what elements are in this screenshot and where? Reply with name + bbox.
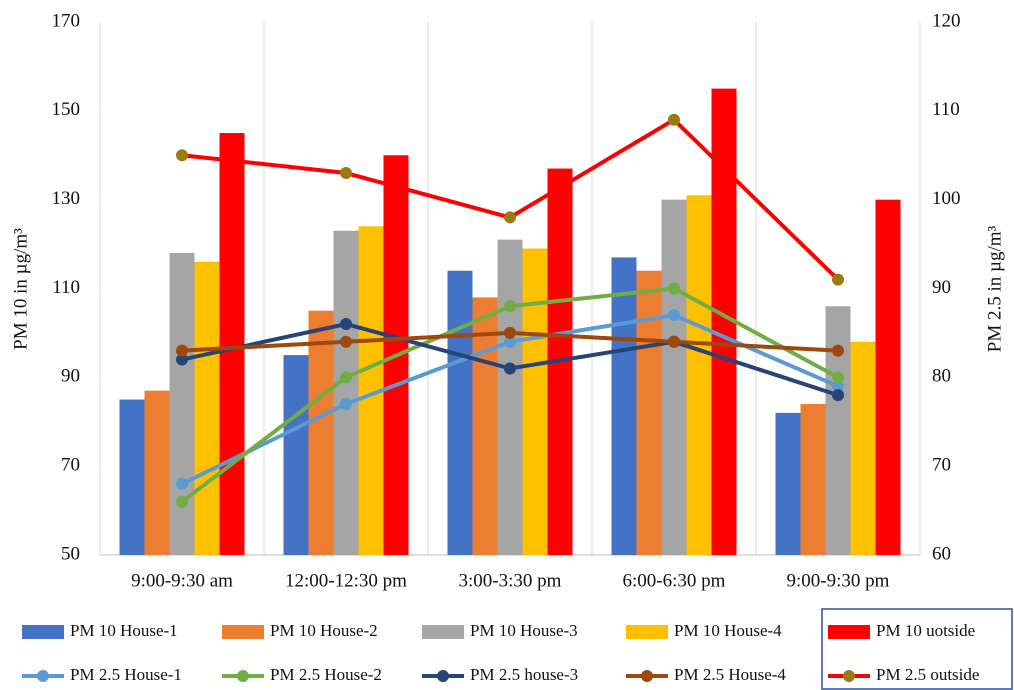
y2-axis-title: PM 2.5 in µg/m³ [984, 225, 1005, 352]
y2-tick-label: 100 [932, 188, 961, 209]
marker [504, 300, 516, 313]
marker [504, 362, 516, 375]
legend-label: PM 10 House-1 [70, 621, 178, 640]
x-tick-label: 9:00-9:30 pm [787, 570, 890, 591]
legend-label: PM 2.5 House-4 [674, 665, 786, 684]
bar [800, 403, 826, 555]
y2-tick-label: 60 [932, 543, 951, 564]
y2-tick-label: 90 [932, 277, 951, 298]
y-tick-label: 50 [61, 543, 80, 564]
marker [176, 495, 188, 508]
marker [832, 389, 844, 402]
marker [176, 353, 188, 366]
bar [636, 270, 662, 555]
marker [668, 282, 680, 295]
bar [144, 390, 170, 555]
bar [875, 199, 901, 555]
bar [661, 199, 687, 555]
marker [340, 371, 352, 384]
marker [176, 344, 188, 357]
legend-swatch [626, 625, 668, 639]
y-tick-label: 130 [52, 188, 81, 209]
bar [447, 270, 473, 555]
x-tick-label: 12:00-12:30 pm [285, 570, 407, 591]
legend-highlight [821, 608, 1013, 690]
marker [668, 335, 680, 348]
legend-label: PM 2.5 outside [876, 665, 979, 684]
bar [219, 133, 245, 555]
bar [194, 261, 220, 555]
y-tick-label: 90 [61, 366, 80, 387]
bar [308, 310, 334, 555]
legend-swatch [222, 625, 264, 639]
y2-tick-label: 70 [932, 455, 951, 476]
y-tick-label: 170 [52, 10, 81, 31]
y2-tick-label: 120 [932, 10, 961, 31]
legend-marker [437, 670, 449, 682]
marker [504, 335, 516, 348]
legend-label: PM 2.5 house-3 [470, 665, 578, 684]
marker [340, 318, 352, 331]
y2-tick-label: 110 [932, 99, 960, 120]
bar [333, 230, 359, 555]
marker [504, 211, 516, 224]
legend-marker [37, 670, 49, 682]
bar [775, 412, 801, 555]
x-tick-label: 6:00-6:30 pm [623, 570, 726, 591]
y-axis-title: PM 10 in µg/m³ [10, 228, 31, 350]
legend-marker [641, 670, 653, 682]
legend-swatch [828, 625, 870, 639]
marker [176, 477, 188, 490]
legend-swatch [22, 625, 64, 639]
marker [668, 113, 680, 126]
marker [176, 149, 188, 162]
marker [340, 335, 352, 348]
bar [825, 306, 851, 555]
marker [832, 380, 844, 393]
legend-label: PM 10 uotside [876, 621, 975, 640]
marker [832, 273, 844, 286]
marker [340, 397, 352, 410]
legend-marker [237, 670, 249, 682]
bar [522, 248, 548, 555]
legend-label: PM 10 House-4 [674, 621, 782, 640]
legend-label: PM 10 House-3 [470, 621, 578, 640]
bar [686, 195, 712, 555]
marker [832, 344, 844, 357]
bar [283, 355, 309, 555]
x-tick-label: 9:00-9:30 am [131, 570, 233, 591]
y-tick-label: 110 [52, 277, 80, 298]
y-tick-label: 150 [52, 99, 81, 120]
y2-tick-label: 80 [932, 366, 951, 387]
bar [119, 399, 145, 555]
bar [611, 257, 637, 555]
bar [497, 239, 523, 555]
marker [340, 167, 352, 180]
legend-swatch [422, 625, 464, 639]
legend-marker [843, 670, 855, 682]
legend-label: PM 2.5 House-2 [270, 665, 382, 684]
x-tick-label: 3:00-3:30 pm [459, 570, 562, 591]
y-tick-label: 70 [61, 455, 80, 476]
marker [504, 326, 516, 339]
bar [850, 341, 876, 555]
legend-label: PM 10 House-2 [270, 621, 378, 640]
marker [668, 309, 680, 322]
bar [169, 252, 195, 555]
legend-label: PM 2.5 House-1 [70, 665, 182, 684]
marker [832, 371, 844, 384]
bar [472, 297, 498, 555]
